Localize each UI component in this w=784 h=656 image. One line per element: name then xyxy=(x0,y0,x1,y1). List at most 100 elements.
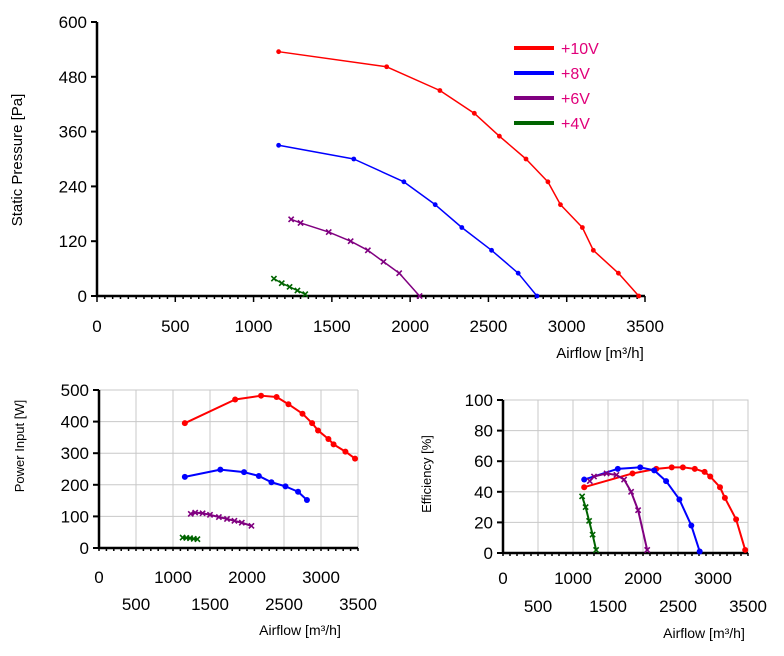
data-point xyxy=(273,393,280,400)
data-point xyxy=(325,228,332,236)
data-point xyxy=(590,247,596,253)
x-tick-label: 3500 xyxy=(626,317,664,336)
data-point xyxy=(258,392,265,399)
data-point xyxy=(315,427,322,434)
data-point xyxy=(707,473,714,480)
data-point xyxy=(287,216,295,223)
data-point xyxy=(276,49,282,55)
legend-label: +4V xyxy=(561,116,590,133)
x-tick-label-upper: 1000 xyxy=(554,569,592,588)
data-point xyxy=(586,477,593,485)
data-point xyxy=(217,466,224,473)
y-tick-label: 80 xyxy=(474,422,493,441)
series-power-0 xyxy=(181,392,359,462)
data-point xyxy=(590,473,598,480)
data-point xyxy=(199,510,206,517)
data-point xyxy=(679,464,686,471)
data-point xyxy=(285,401,292,408)
data-point xyxy=(364,247,372,254)
data-point xyxy=(276,142,282,148)
data-point xyxy=(615,270,621,276)
data-point xyxy=(592,546,600,554)
data-point xyxy=(286,283,293,291)
data-point xyxy=(187,510,194,518)
x-tick-label-upper: 3000 xyxy=(694,569,732,588)
data-point xyxy=(297,219,304,227)
data-point xyxy=(627,488,635,495)
data-point xyxy=(384,64,390,70)
data-point xyxy=(721,494,728,501)
series-line xyxy=(290,218,421,297)
data-point xyxy=(651,467,658,474)
y-tick-label: 0 xyxy=(78,287,87,306)
data-point xyxy=(523,156,529,162)
data-point xyxy=(603,470,610,477)
data-point xyxy=(663,478,670,485)
data-point xyxy=(589,531,596,538)
y-tick-label: 0 xyxy=(80,539,89,558)
data-point xyxy=(432,202,438,208)
x-tick-label: 3000 xyxy=(548,317,586,336)
y-tick-label: 360 xyxy=(59,123,87,142)
data-point xyxy=(578,493,586,500)
series-power-2 xyxy=(187,509,255,530)
data-point xyxy=(238,519,245,526)
y-tick-label: 400 xyxy=(61,413,89,432)
data-point xyxy=(325,435,332,442)
data-point xyxy=(416,292,423,300)
x-tick-label: 2000 xyxy=(391,317,429,336)
chart-power: 0 100 200 300 400 500 0 1000 2000 3000 500 1500 2500… xyxy=(12,381,377,638)
data-point xyxy=(232,396,239,403)
x-tick-label-upper: 2000 xyxy=(624,569,662,588)
series-efficiency-3 xyxy=(578,493,600,554)
y-tick-label: 500 xyxy=(61,381,89,400)
x-tick-label-lower: 2500 xyxy=(659,597,697,616)
y-tick-label: 200 xyxy=(61,476,89,495)
data-point xyxy=(613,471,620,479)
data-point xyxy=(302,291,309,298)
x-tick-label-upper: 3000 xyxy=(302,568,340,587)
x-tick-label-upper: 0 xyxy=(94,568,103,587)
data-point xyxy=(181,420,188,427)
y-tick-label: 480 xyxy=(59,68,87,87)
data-point xyxy=(534,293,540,299)
series-line xyxy=(583,466,701,552)
data-point xyxy=(634,506,642,514)
data-point xyxy=(701,468,708,475)
y-axis-title: Efficiency [%] xyxy=(419,435,434,513)
data-point xyxy=(471,110,477,116)
chart-pressure: 0 120 240 360 480 600 0 500 1000 1500 2000 2500 3000… xyxy=(9,13,664,362)
series-power-1 xyxy=(181,466,310,503)
data-point xyxy=(717,484,723,491)
y-tick-label: 120 xyxy=(59,232,87,251)
y-tick-label: 40 xyxy=(474,483,493,502)
data-point xyxy=(644,546,651,554)
data-point xyxy=(489,247,494,253)
data-point xyxy=(303,496,310,503)
data-point xyxy=(347,238,354,245)
data-point xyxy=(401,179,407,185)
series-line xyxy=(589,472,649,551)
legend-label: +10V xyxy=(561,41,599,58)
x-tick-label-lower: 1500 xyxy=(191,595,229,614)
series-efficiency-0 xyxy=(581,464,749,553)
data-point xyxy=(668,464,675,471)
data-point xyxy=(278,280,285,287)
data-point xyxy=(206,511,214,518)
legend-label: +6V xyxy=(561,91,590,108)
y-tick-label: 240 xyxy=(59,177,87,196)
data-point xyxy=(696,548,703,555)
data-point xyxy=(637,464,644,471)
x-tick-label-lower: 500 xyxy=(122,595,150,614)
x-tick-label-upper: 2000 xyxy=(228,568,266,587)
data-point xyxy=(248,522,255,530)
data-point xyxy=(629,470,636,477)
x-tick-label-lower: 1500 xyxy=(589,597,627,616)
y-tick-label: 100 xyxy=(61,507,89,526)
data-point xyxy=(579,225,585,230)
data-point xyxy=(437,88,443,93)
data-point xyxy=(515,270,521,276)
x-tick-label: 1000 xyxy=(235,317,273,336)
x-tick-label: 2500 xyxy=(470,317,508,336)
